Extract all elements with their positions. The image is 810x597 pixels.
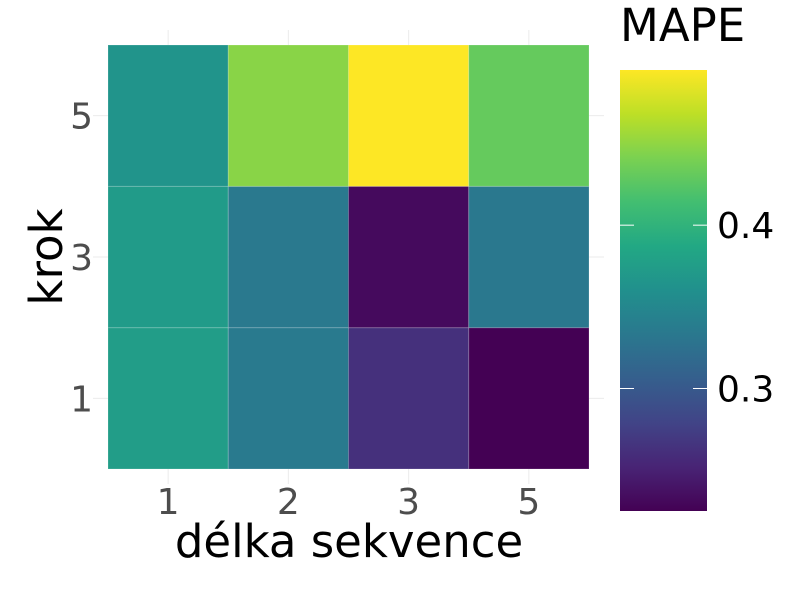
heatmap-cells bbox=[107, 44, 590, 470]
legend-title: MAPE bbox=[620, 0, 745, 52]
heatmap-cell bbox=[468, 185, 590, 329]
heatmap-cell bbox=[348, 44, 470, 187]
heatmap-cell bbox=[107, 185, 229, 329]
heatmap-cell bbox=[468, 327, 590, 470]
x-tick-label: 2 bbox=[277, 482, 300, 523]
colorbar bbox=[620, 70, 707, 511]
heatmap-cell bbox=[348, 327, 470, 470]
heatmap-cell bbox=[107, 327, 229, 470]
colorbar-ticks: 0.3 0.4 bbox=[620, 206, 774, 411]
heatmap-cell bbox=[107, 44, 229, 187]
x-axis-title: délka sekvence bbox=[175, 515, 523, 568]
y-tick-label: 3 bbox=[70, 238, 93, 279]
heatmap-cell bbox=[348, 185, 470, 329]
x-tick-label: 1 bbox=[157, 482, 180, 523]
heatmap-cell bbox=[227, 44, 349, 187]
heatmap-cell bbox=[227, 185, 349, 329]
y-axis-title: krok bbox=[20, 208, 73, 305]
heatmap-cell bbox=[468, 44, 590, 187]
colorbar-tick-label: 0.3 bbox=[717, 370, 774, 411]
y-tick-label: 1 bbox=[70, 379, 93, 420]
y-tick-labels: 1 3 5 bbox=[70, 97, 93, 421]
heatmap-cell bbox=[227, 327, 349, 470]
x-tick-labels: 1 2 3 5 bbox=[157, 482, 541, 523]
x-tick-label: 3 bbox=[397, 482, 420, 523]
color-legend: MAPE 0.3 0.4 bbox=[620, 0, 774, 511]
colorbar-tick-label: 0.4 bbox=[717, 206, 774, 247]
x-tick-label: 5 bbox=[517, 482, 540, 523]
y-tick-label: 5 bbox=[70, 97, 93, 138]
